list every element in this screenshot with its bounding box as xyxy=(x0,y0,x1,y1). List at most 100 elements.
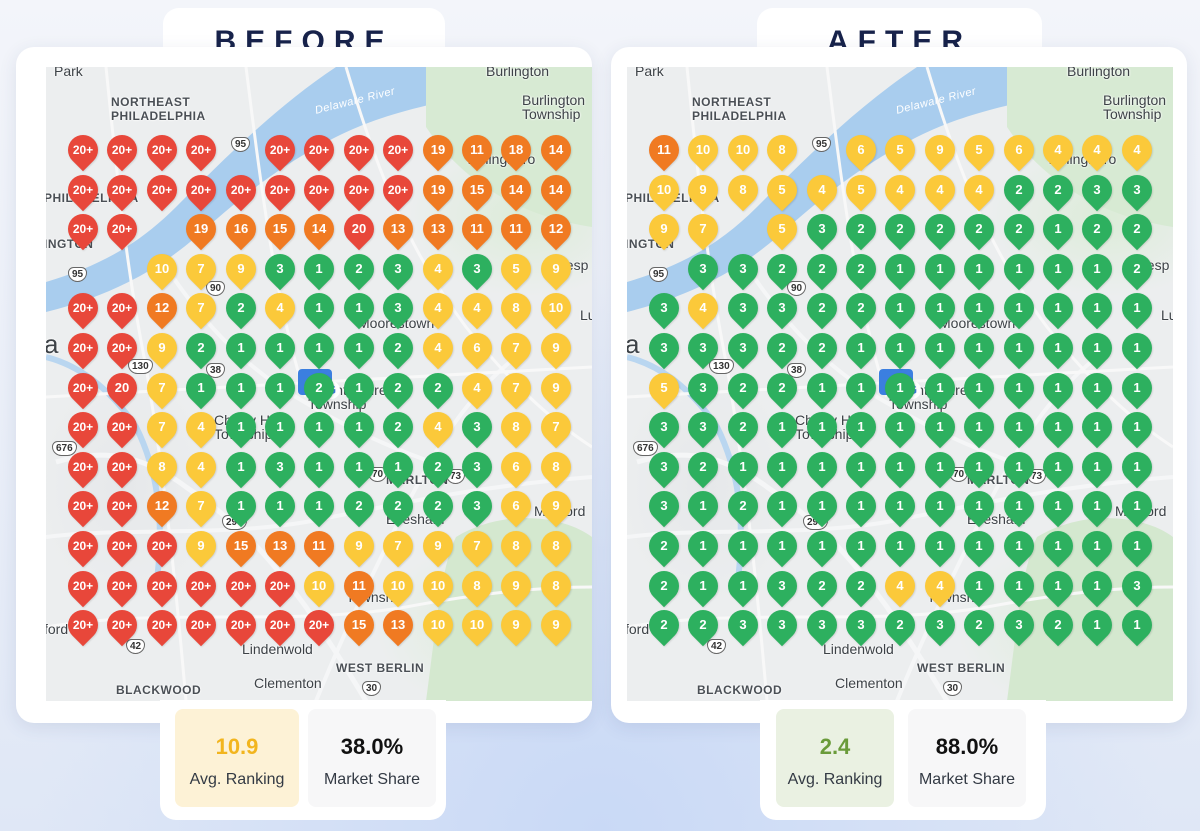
rank-pin[interactable]: 20 xyxy=(337,207,381,251)
rank-pin[interactable]: 2 xyxy=(642,524,686,568)
rank-pin[interactable]: 1 xyxy=(918,247,962,291)
rank-pin[interactable]: 20+ xyxy=(101,207,144,251)
rank-pin[interactable]: 20+ xyxy=(219,168,262,211)
rank-pin[interactable]: 12 xyxy=(534,207,578,251)
rank-pin[interactable]: 1 xyxy=(918,485,962,528)
rank-pin[interactable]: 5 xyxy=(879,128,922,172)
rank-pin[interactable]: 3 xyxy=(376,287,420,330)
rank-pin[interactable]: 1 xyxy=(997,564,1040,607)
rank-pin[interactable]: 2 xyxy=(997,207,1040,251)
rank-pin[interactable]: 14 xyxy=(495,168,538,211)
rank-pin[interactable]: 5 xyxy=(495,247,538,291)
rank-pin[interactable]: 4 xyxy=(179,405,223,449)
rank-pin[interactable]: 1 xyxy=(682,564,725,607)
rank-pin[interactable]: 20+ xyxy=(337,128,381,172)
rank-pin[interactable]: 15 xyxy=(455,168,499,211)
rank-pin[interactable]: 10 xyxy=(298,564,341,607)
rank-pin[interactable]: 1 xyxy=(1076,405,1119,449)
rank-pin[interactable]: 3 xyxy=(682,247,725,291)
rank-pin[interactable]: 2 xyxy=(721,485,765,528)
rank-pin[interactable]: 20+ xyxy=(376,168,420,211)
rank-pin[interactable]: 3 xyxy=(682,326,725,370)
rank-pin[interactable]: 1 xyxy=(298,287,341,330)
rank-pin[interactable]: 1 xyxy=(1076,485,1119,528)
rank-pin[interactable]: 20+ xyxy=(101,405,144,449)
rank-pin[interactable]: 2 xyxy=(642,564,686,607)
rank-pin[interactable]: 4 xyxy=(918,564,962,607)
rank-pin[interactable]: 3 xyxy=(642,326,686,370)
rank-pin[interactable]: 8 xyxy=(721,168,765,211)
rank-pin[interactable]: 1 xyxy=(997,366,1040,409)
rank-pin[interactable]: 5 xyxy=(760,168,804,211)
rank-pin[interactable]: 3 xyxy=(721,603,765,647)
rank-pin[interactable]: 1 xyxy=(1076,524,1119,568)
rank-pin[interactable]: 20+ xyxy=(376,128,420,172)
rank-pin[interactable]: 20+ xyxy=(101,603,144,647)
rank-pin[interactable]: 1 xyxy=(258,405,302,449)
rank-pin[interactable]: 1 xyxy=(760,405,804,449)
rank-pin[interactable]: 2 xyxy=(760,366,804,409)
rank-pin[interactable]: 20+ xyxy=(61,128,105,172)
rank-pin[interactable]: 1 xyxy=(957,247,1001,291)
rank-pin[interactable]: 2 xyxy=(1036,168,1080,211)
rank-pin[interactable]: 5 xyxy=(642,366,686,409)
rank-pin[interactable]: 19 xyxy=(416,168,459,211)
rank-pin[interactable]: 1 xyxy=(997,485,1040,528)
rank-pin[interactable]: 2 xyxy=(800,326,843,370)
rank-pin[interactable]: 8 xyxy=(534,524,578,568)
rank-pin[interactable]: 4 xyxy=(1115,128,1159,172)
rank-pin[interactable]: 9 xyxy=(416,524,459,568)
rank-pin[interactable]: 1 xyxy=(1076,445,1119,489)
rank-pin[interactable]: 9 xyxy=(495,564,538,607)
rank-pin[interactable]: 11 xyxy=(495,207,538,251)
rank-pin[interactable]: 3 xyxy=(721,326,765,370)
rank-pin[interactable]: 1 xyxy=(298,405,341,449)
rank-pin[interactable]: 9 xyxy=(179,524,223,568)
rank-pin[interactable]: 9 xyxy=(534,247,578,291)
rank-pin[interactable]: 12 xyxy=(140,287,184,330)
rank-pin[interactable]: 8 xyxy=(534,564,578,607)
rank-pin[interactable]: 2 xyxy=(839,207,883,251)
rank-pin[interactable]: 7 xyxy=(495,326,538,370)
rank-pin[interactable]: 1 xyxy=(800,485,843,528)
rank-pin[interactable]: 4 xyxy=(179,445,223,489)
rank-pin[interactable]: 4 xyxy=(682,287,725,330)
rank-pin[interactable]: 2 xyxy=(721,366,765,409)
rank-pin[interactable]: 11 xyxy=(298,524,341,568)
rank-pin[interactable]: 10 xyxy=(416,564,459,607)
rank-pin[interactable]: 1 xyxy=(918,366,962,409)
rank-pin[interactable]: 20+ xyxy=(140,168,184,211)
rank-pin[interactable]: 3 xyxy=(760,287,804,330)
rank-pin[interactable]: 1 xyxy=(957,485,1001,528)
rank-pin[interactable]: 3 xyxy=(1115,168,1159,211)
rank-pin[interactable]: 4 xyxy=(258,287,302,330)
rank-pin[interactable]: 19 xyxy=(416,128,459,172)
rank-pin[interactable]: 2 xyxy=(879,603,922,647)
rank-pin[interactable]: 2 xyxy=(997,168,1040,211)
rank-pin[interactable]: 20+ xyxy=(61,207,105,251)
rank-pin[interactable]: 4 xyxy=(918,168,962,211)
rank-pin[interactable]: 4 xyxy=(879,168,922,211)
rank-pin[interactable]: 2 xyxy=(760,247,804,291)
rank-pin[interactable]: 1 xyxy=(1115,603,1159,647)
rank-pin[interactable]: 3 xyxy=(839,603,883,647)
rank-pin[interactable]: 1 xyxy=(839,485,883,528)
rank-pin[interactable]: 9 xyxy=(682,168,725,211)
rank-pin[interactable]: 1 xyxy=(1115,287,1159,330)
rank-pin[interactable]: 7 xyxy=(140,366,184,409)
rank-pin[interactable]: 1 xyxy=(1115,326,1159,370)
rank-pin[interactable]: 1 xyxy=(376,445,420,489)
rank-pin[interactable]: 1 xyxy=(957,564,1001,607)
rank-pin[interactable]: 3 xyxy=(642,405,686,449)
rank-pin[interactable]: 20+ xyxy=(101,524,144,568)
rank-pin[interactable]: 2 xyxy=(682,603,725,647)
rank-pin[interactable]: 3 xyxy=(642,445,686,489)
rank-pin[interactable]: 9 xyxy=(534,366,578,409)
rank-pin[interactable]: 8 xyxy=(495,405,538,449)
rank-pin[interactable]: 2 xyxy=(1115,247,1159,291)
rank-pin[interactable]: 15 xyxy=(219,524,262,568)
rank-pin[interactable]: 1 xyxy=(957,524,1001,568)
rank-pin[interactable]: 1 xyxy=(219,326,262,370)
rank-pin[interactable]: 7 xyxy=(495,366,538,409)
rank-pin[interactable]: 11 xyxy=(455,207,499,251)
